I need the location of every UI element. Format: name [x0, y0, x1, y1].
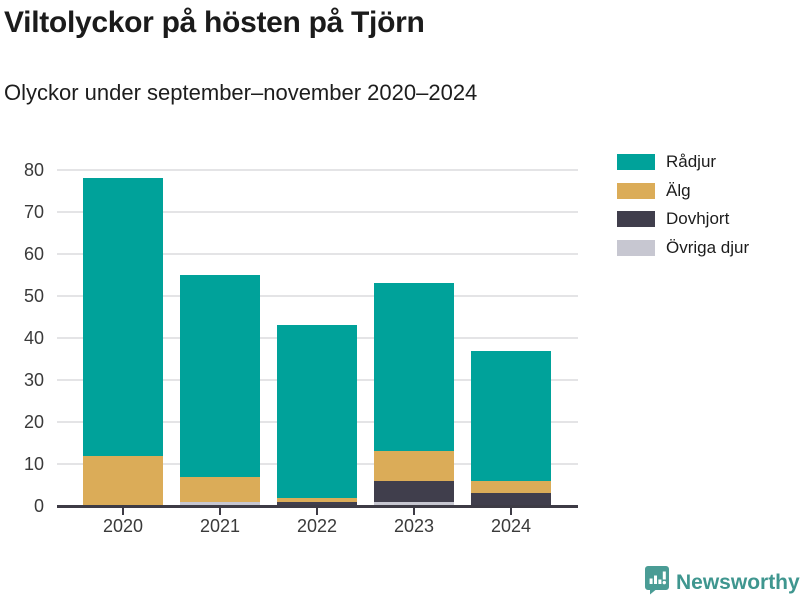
y-axis-tick-label: 30	[23, 370, 44, 390]
legend-swatch	[617, 154, 655, 170]
bar-segment-r-djur	[374, 283, 454, 452]
bar-segment--lg	[471, 480, 551, 494]
legend-item--lg: Älg	[617, 180, 749, 200]
bar-segment-dovhjort	[277, 501, 357, 506]
legend-swatch	[617, 211, 655, 227]
bar-segment-r-djur	[277, 325, 357, 498]
bar-segment--lg	[83, 455, 163, 506]
x-axis-line	[57, 505, 578, 508]
bar-segment-r-djur	[83, 178, 163, 456]
legend-item-r-djur: Rådjur	[617, 152, 749, 171]
y-axis-tick-label: 50	[23, 286, 44, 306]
legend-item--vriga-djur: Övriga djur	[617, 237, 750, 257]
x-axis-tick-label: 2021	[199, 516, 241, 536]
legend: Rådjur Älg Dovhjort Övriga djur	[617, 152, 750, 268]
bar-segment-dovhjort	[374, 480, 454, 502]
legend-label: Rådjur	[666, 152, 717, 171]
legend-label: Övriga djur	[666, 237, 750, 257]
y-axis-tick-label: 0	[33, 496, 44, 516]
x-axis-tick	[122, 508, 124, 515]
brand-wordmark: Newsworthy	[676, 571, 800, 594]
y-gridline	[57, 169, 578, 171]
y-axis-tick-label: 40	[23, 328, 44, 348]
x-axis-tick-label: 2020	[102, 516, 144, 536]
newsworthy-logo-icon	[645, 566, 669, 600]
x-axis-tick	[316, 508, 318, 515]
y-axis-tick-label: 60	[23, 244, 44, 264]
bar-segment-dovhjort	[471, 493, 551, 506]
bar-segment--lg	[180, 476, 260, 502]
bar-segment--vriga-djur	[374, 501, 454, 506]
x-axis-tick	[510, 508, 512, 515]
legend-label: Älg	[666, 180, 691, 200]
y-gridline	[57, 253, 578, 255]
brand-footer: Newsworthy	[645, 566, 800, 600]
y-axis-tick-label: 70	[23, 202, 44, 222]
x-axis-tick-label: 2024	[490, 516, 532, 536]
legend-swatch	[617, 182, 655, 199]
legend-label: Dovhjort	[666, 209, 730, 228]
legend-swatch	[617, 239, 655, 256]
bar-segment--vriga-djur	[180, 501, 260, 506]
x-axis-tick-label: 2022	[296, 516, 338, 536]
y-gridline	[57, 211, 578, 213]
chart-subtitle: Olyckor under september–november 2020–20…	[4, 80, 478, 105]
y-gridline	[57, 295, 578, 297]
bar-segment-r-djur	[180, 275, 260, 477]
bar-segment--lg	[277, 497, 357, 502]
x-axis-tick	[219, 508, 221, 515]
x-axis-tick-label: 2023	[393, 516, 435, 536]
bar-segment-r-djur	[471, 350, 551, 481]
chart-title: Viltolyckor på hösten på Tjörn	[4, 6, 425, 39]
legend-item-dovhjort: Dovhjort	[617, 209, 749, 228]
y-axis-tick-label: 80	[23, 160, 44, 180]
y-axis-tick-label: 10	[23, 454, 44, 474]
x-axis-tick	[413, 508, 415, 515]
y-axis-tick-label: 20	[23, 412, 44, 432]
bar-segment--lg	[374, 451, 454, 481]
